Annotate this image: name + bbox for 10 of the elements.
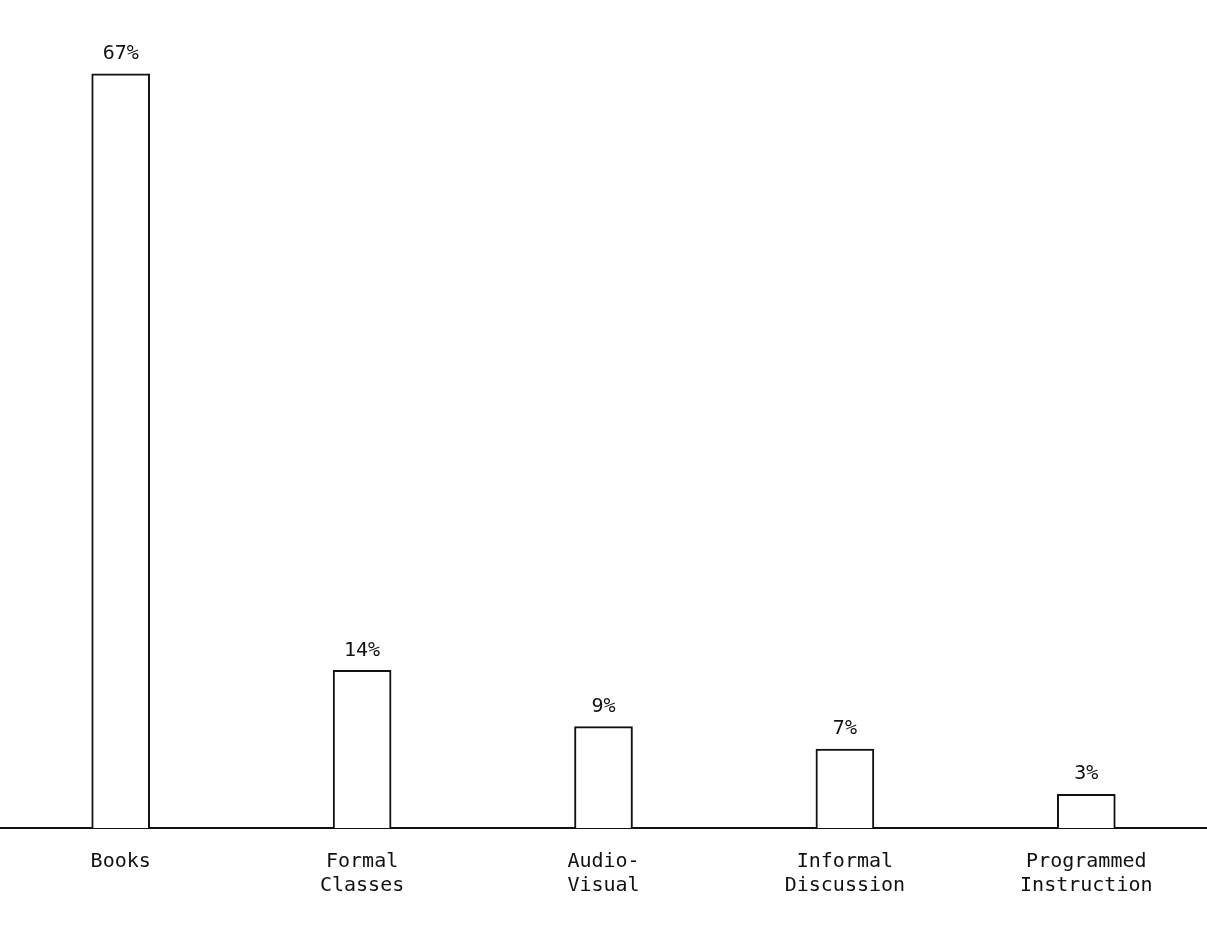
- x-tick-label: Books: [90, 848, 151, 873]
- data-label: 7%: [832, 715, 857, 740]
- data-label: 3%: [1074, 760, 1099, 785]
- data-label: 9%: [591, 692, 616, 717]
- x-tick-label: Audio-Visual: [567, 848, 640, 897]
- x-tick-label: Formal Classes: [319, 848, 405, 897]
- x-tick-label: Programmed Instruction: [1020, 848, 1153, 897]
- x-tick-label: Informal Discussion: [784, 848, 906, 897]
- data-label: 14%: [344, 636, 381, 661]
- data-label: 67%: [102, 39, 139, 64]
